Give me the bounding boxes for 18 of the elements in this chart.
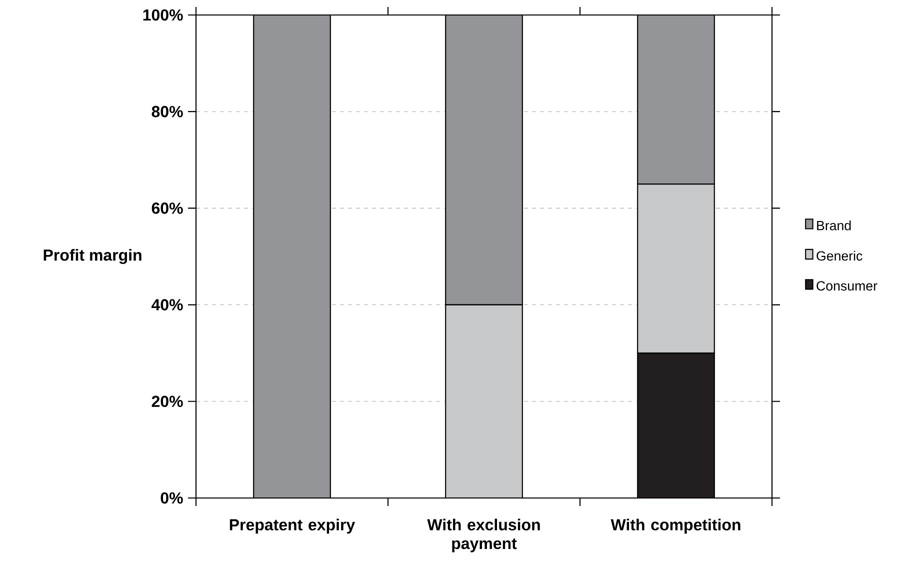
bar: [637, 184, 715, 354]
bar: [445, 304, 523, 498]
y-tick-label: 60%: [152, 202, 183, 214]
y-tick-label: 40%: [152, 299, 183, 310]
y-axis-title: Profit margin: [44, 249, 142, 264]
y-tick-label: 100%: [143, 9, 183, 21]
x-tick-label: Prepatent expiry: [230, 518, 356, 534]
legend-label: Consumer: [816, 281, 878, 291]
y-tick-label: 20%: [152, 396, 183, 408]
legend-label: Generic: [816, 250, 862, 261]
y-tick-label: 80%: [152, 106, 183, 118]
x-tick-label: With competition: [610, 518, 740, 534]
x-tick-label: With exclusion payment: [427, 518, 540, 552]
legend-label: Brand: [817, 220, 851, 230]
y-tick-label: 0%: [160, 492, 183, 504]
bar: [445, 14, 523, 306]
bar: [253, 14, 331, 498]
bar: [637, 14, 715, 185]
